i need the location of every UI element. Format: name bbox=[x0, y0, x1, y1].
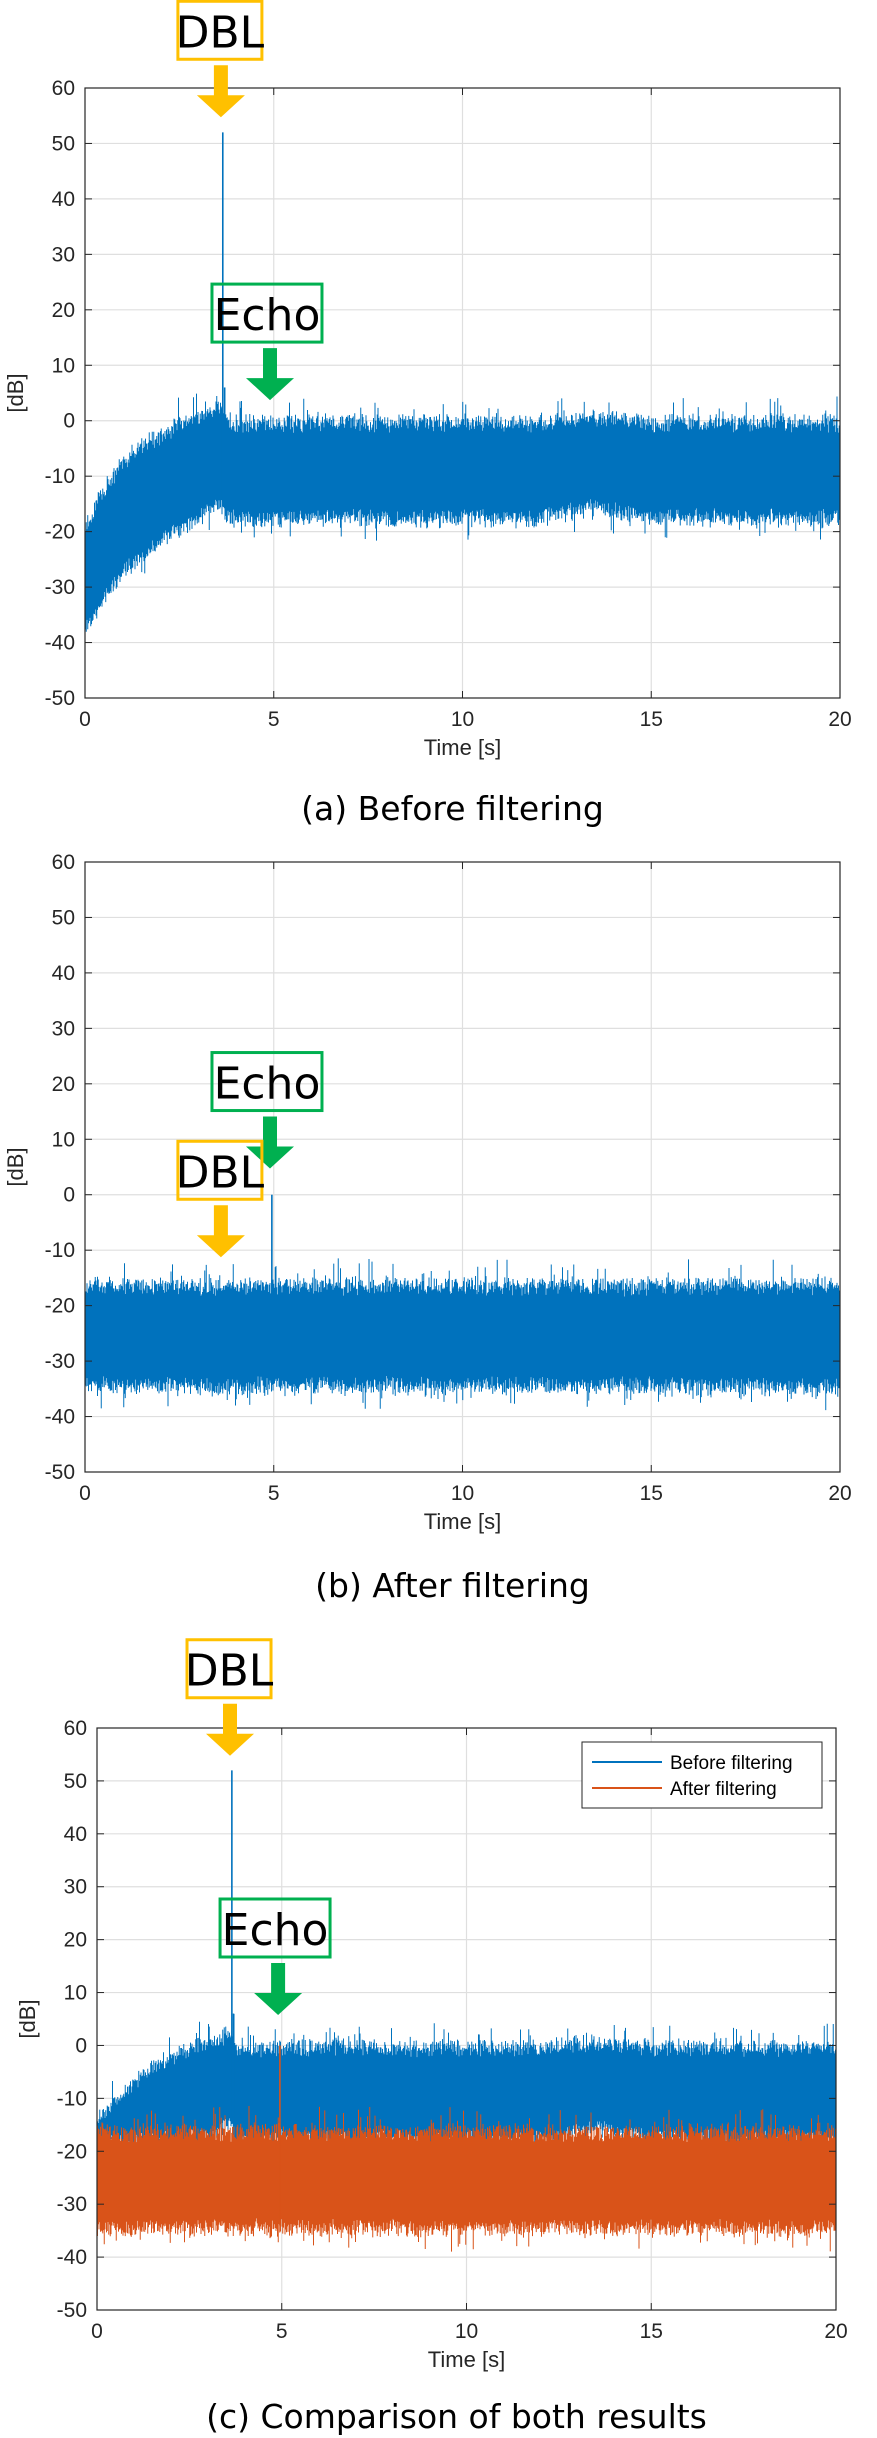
annotation-echo: Echo bbox=[210, 1051, 324, 1169]
x-tick-label: 15 bbox=[640, 2320, 663, 2343]
annotation-box bbox=[185, 1638, 273, 1700]
y-tick-label: 20 bbox=[52, 299, 75, 322]
y-tick-label: -40 bbox=[45, 632, 75, 655]
y-tick-label: 30 bbox=[64, 1876, 87, 1899]
x-tick-label: 0 bbox=[79, 708, 91, 731]
y-axis-label: [dB] bbox=[3, 1147, 28, 1186]
y-axis-label: [dB] bbox=[15, 1999, 40, 2038]
annotation-dbl: DBL bbox=[176, 0, 265, 118]
x-tick-label: 5 bbox=[268, 1482, 280, 1505]
chart-panel-c: 0 5 10 15 20 -50 -40 -30 -20 -10 0 10 20 30 40 50 60 Time… bbox=[15, 1638, 848, 2436]
y-tick-label: 40 bbox=[64, 1823, 87, 1846]
annotation-box bbox=[210, 1051, 324, 1113]
x-tick-label: 0 bbox=[91, 2320, 103, 2343]
annotation-dbl: DBL bbox=[176, 1139, 265, 1258]
y-tick-label: 20 bbox=[52, 1073, 75, 1096]
y-tick-label: 10 bbox=[52, 354, 75, 377]
y-tick-label: -30 bbox=[45, 576, 75, 599]
y-tick-label: 0 bbox=[63, 1184, 75, 1207]
legend-entry: Before filtering bbox=[670, 1753, 793, 1774]
down-arrow-icon bbox=[246, 1116, 294, 1169]
x-tick-label: 0 bbox=[79, 1482, 91, 1505]
x-tick-label: 15 bbox=[640, 1482, 663, 1505]
y-tick-label: -10 bbox=[57, 2087, 87, 2110]
annotation-echo: Echo bbox=[210, 282, 324, 401]
series-before-filtering bbox=[97, 1770, 836, 2160]
y-tick-label: -40 bbox=[57, 2246, 87, 2269]
legend: Before filtering After filtering bbox=[581, 1741, 823, 1809]
y-tick-label: 50 bbox=[52, 906, 75, 929]
panel-caption: (b) After filtering bbox=[315, 1566, 590, 1605]
y-tick-label: 30 bbox=[52, 1017, 75, 1040]
y-tick-label: 0 bbox=[75, 2034, 87, 2057]
annotation-label: DBL bbox=[176, 1147, 265, 1198]
y-tick-label: 10 bbox=[52, 1128, 75, 1151]
x-axis-label: Time [s] bbox=[424, 1509, 501, 1534]
legend-box bbox=[581, 1741, 823, 1809]
panel-caption: (a) Before filtering bbox=[301, 789, 604, 828]
y-tick-label: -40 bbox=[45, 1406, 75, 1429]
panel-caption: (c) Comparison of both results bbox=[206, 2397, 707, 2436]
y-tick-label: -30 bbox=[45, 1350, 75, 1373]
y-tick-label: 60 bbox=[64, 1717, 87, 1740]
y-tick-label: 0 bbox=[63, 410, 75, 433]
y-tick-label: -20 bbox=[45, 1295, 75, 1318]
y-tick-label: 50 bbox=[52, 132, 75, 155]
y-tick-label: 50 bbox=[64, 1770, 87, 1793]
chart-panel-a: 0 5 10 15 20 -50 -40 -30 -20 -10 0 10 20 30 40 50 60 Time… bbox=[3, 0, 852, 828]
x-tick-label: 20 bbox=[828, 708, 851, 731]
x-tick-label: 15 bbox=[640, 708, 663, 731]
down-arrow-icon bbox=[254, 1963, 303, 2015]
y-tick-label: -10 bbox=[45, 465, 75, 488]
y-tick-label: -30 bbox=[57, 2193, 87, 2216]
annotation-label: Echo bbox=[222, 1905, 329, 1956]
y-tick-label: 30 bbox=[52, 243, 75, 266]
panels-layer: 0 5 10 15 20-50-40-30-20-100102030405060Time… bbox=[3, 0, 852, 2436]
annotation-box bbox=[176, 1139, 264, 1201]
y-tick-label: 60 bbox=[52, 851, 75, 874]
y-tick-label: -20 bbox=[45, 521, 75, 544]
x-tick-label: 5 bbox=[268, 708, 280, 731]
y-tick-label: -10 bbox=[45, 1239, 75, 1262]
annotation-label: DBL bbox=[185, 1646, 274, 1697]
y-tick-label: 40 bbox=[52, 188, 75, 211]
y-tick-label: 20 bbox=[64, 1929, 87, 1952]
y-axis-label: [dB] bbox=[3, 373, 28, 412]
x-tick-label: 5 bbox=[276, 2320, 288, 2343]
y-tick-label: 40 bbox=[52, 962, 75, 985]
y-tick-label: -50 bbox=[45, 687, 75, 710]
x-tick-label: 20 bbox=[824, 2320, 847, 2343]
annotation-box bbox=[176, 0, 264, 61]
x-tick-label: 10 bbox=[451, 708, 474, 731]
annotation-label: Echo bbox=[214, 1059, 321, 1110]
y-tick-label: 60 bbox=[52, 77, 75, 100]
x-axis-label: Time [s] bbox=[424, 735, 501, 760]
x-tick-label: 20 bbox=[828, 1482, 851, 1505]
annotation-echo: Echo bbox=[218, 1897, 332, 2015]
x-axis-label: Time [s] bbox=[428, 2347, 505, 2372]
legend-entry: After filtering bbox=[670, 1779, 777, 1800]
down-arrow-icon bbox=[196, 65, 245, 118]
annotation-box bbox=[210, 282, 324, 344]
chart-panel-b: 0 5 10 15 20 -50 -40 -30 -20 -10 0 10 20 30 40 50 60 Time… bbox=[3, 851, 852, 1605]
y-tick-label: 10 bbox=[64, 1982, 87, 2005]
x-tick-label: 10 bbox=[451, 1482, 474, 1505]
down-arrow-icon bbox=[246, 348, 294, 401]
annotation-box bbox=[218, 1897, 332, 1959]
down-arrow-icon bbox=[196, 1205, 245, 1258]
down-arrow-icon bbox=[206, 1703, 254, 1756]
annotation-dbl: DBL bbox=[185, 1638, 274, 1756]
annotation-label: DBL bbox=[176, 7, 265, 58]
x-tick-label: 10 bbox=[455, 2320, 478, 2343]
annotation-label: Echo bbox=[214, 290, 321, 341]
y-tick-label: -20 bbox=[57, 2140, 87, 2163]
y-tick-label: -50 bbox=[45, 1461, 75, 1484]
y-tick-label: -50 bbox=[57, 2299, 87, 2322]
